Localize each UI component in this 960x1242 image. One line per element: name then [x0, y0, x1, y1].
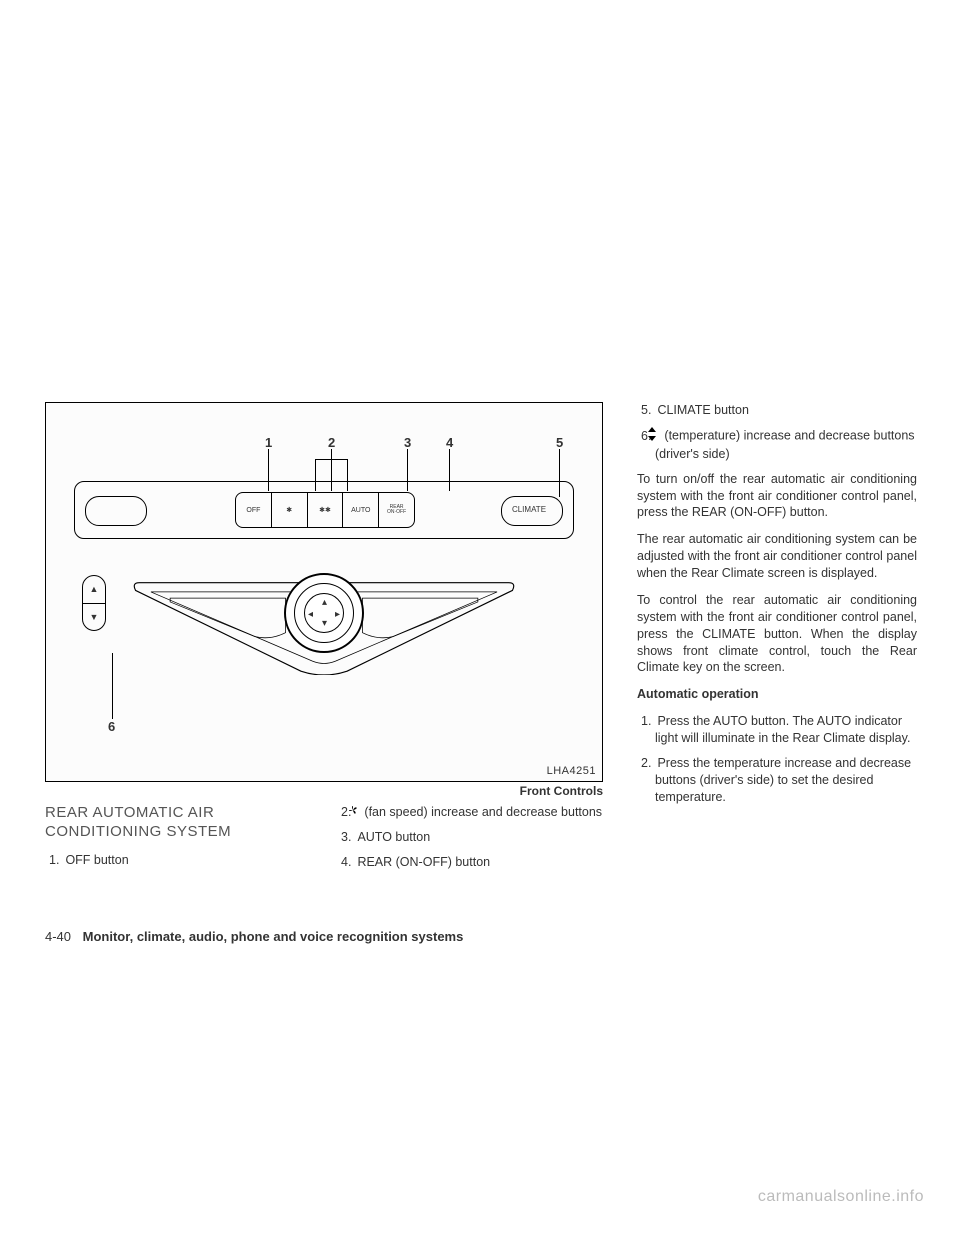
- list-left: 1.OFF button: [45, 852, 315, 869]
- diagram-rear-btn: REARON·OFF: [379, 493, 414, 527]
- page-number: 4-40: [45, 929, 71, 944]
- list-middle: 2. (fan speed) increase and decrease but…: [337, 804, 607, 871]
- section-heading: REAR AUTOMATIC AIR CONDITIONING SYSTEM: [45, 804, 315, 842]
- callout-6: 6: [108, 719, 115, 734]
- callout-2: 2: [328, 435, 335, 450]
- para-control: To control the rear automatic air condit…: [637, 592, 917, 676]
- diagram-fan-dec: ✱: [272, 493, 308, 527]
- list-automatic: 1.Press the AUTO button. The AUTO indica…: [637, 713, 917, 805]
- figure-front-controls: 1 2 3 4 5 OFF ✱ ✱✱ AUTO REARON·OFF CLIMA…: [45, 402, 603, 782]
- page-footer: 4-40 Monitor, climate, audio, phone and …: [45, 929, 463, 944]
- item-climate-button: 5.CLIMATE button: [651, 402, 917, 419]
- figure-title: Front Controls: [45, 784, 603, 798]
- item-auto-button: 3.AUTO button: [351, 829, 607, 846]
- item-fan-speed: 2. (fan speed) increase and decrease but…: [351, 804, 607, 821]
- item-off-button: 1.OFF button: [59, 852, 315, 869]
- diagram-auto-btn: AUTO: [343, 493, 379, 527]
- column-middle: 2. (fan speed) increase and decrease but…: [337, 804, 607, 879]
- callout-1: 1: [265, 435, 272, 450]
- diagram-climate-btn: CLIMATE: [503, 496, 555, 522]
- column-left: REAR AUTOMATIC AIR CONDITIONING SYSTEM 1…: [45, 804, 315, 879]
- diagram-fan-inc: ✱✱: [308, 493, 344, 527]
- callout-3: 3: [404, 435, 411, 450]
- diagram-bottom-panel: ▴ ▾ ◂ ▸ ▲▼: [74, 553, 574, 733]
- item-auto-1: 1.Press the AUTO button. The AUTO indica…: [651, 713, 917, 747]
- diagram-temp-buttons: ▲▼: [82, 575, 106, 631]
- watermark: carmanualsonline.info: [758, 1188, 924, 1206]
- para-adjust: The rear automatic air conditioning syst…: [637, 531, 917, 582]
- diagram-off-btn: OFF: [236, 493, 272, 527]
- list-right-top: 5.CLIMATE button 6. (temperature) increa…: [637, 402, 917, 463]
- diagram-top-panel: OFF ✱ ✱✱ AUTO REARON·OFF CLIMATE: [74, 481, 574, 539]
- item-rear-button: 4.REAR (ON-OFF) button: [351, 854, 607, 871]
- para-turn-on-off: To turn on/off the rear automatic air co…: [637, 471, 917, 522]
- callout-4: 4: [446, 435, 453, 450]
- diagram-button-group: OFF ✱ ✱✱ AUTO REARON·OFF: [235, 492, 415, 528]
- diagram-dial: ▴ ▾ ◂ ▸: [284, 573, 364, 653]
- column-right: 5.CLIMATE button 6. (temperature) increa…: [637, 402, 917, 814]
- figure-code: LHA4251: [547, 765, 596, 777]
- callout-5: 5: [556, 435, 563, 450]
- item-auto-2: 2.Press the temperature increase and dec…: [651, 755, 917, 806]
- subhead-automatic: Automatic operation: [637, 686, 917, 703]
- item-temp-buttons: 6. (temperature) increase and decrease b…: [651, 427, 917, 463]
- section-title: Monitor, climate, audio, phone and voice…: [83, 929, 464, 944]
